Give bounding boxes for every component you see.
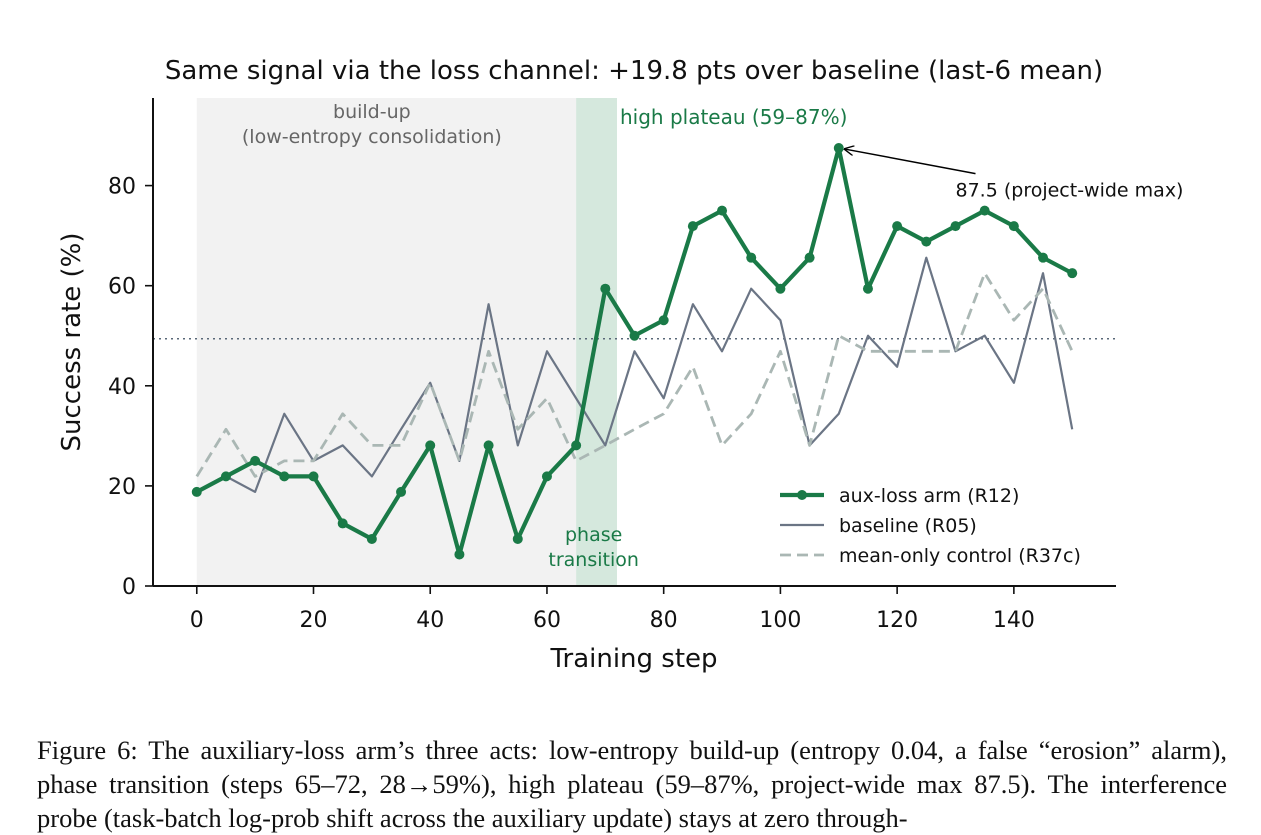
data-point-aux-loss bbox=[220, 471, 231, 482]
x-axis-label: Training step bbox=[549, 644, 717, 674]
x-tick-label: 40 bbox=[416, 608, 444, 633]
x-tick-label: 80 bbox=[650, 608, 678, 633]
data-point-aux-loss bbox=[600, 283, 611, 294]
series-layer bbox=[191, 143, 1078, 560]
data-point-aux-loss bbox=[717, 205, 728, 216]
data-point-aux-loss bbox=[396, 486, 407, 497]
data-point-aux-loss bbox=[804, 252, 815, 263]
x-tick-label: 20 bbox=[300, 608, 328, 633]
data-point-aux-loss bbox=[454, 549, 465, 560]
legend: aux-loss arm (R12) baseline (R05) mean-onl… bbox=[780, 485, 1081, 567]
data-point-aux-loss bbox=[512, 533, 523, 544]
chart-title: Same signal via the loss channel: +19.8 … bbox=[165, 56, 1103, 86]
data-point-aux-loss bbox=[541, 471, 552, 482]
x-tick-label: 60 bbox=[533, 608, 561, 633]
data-point-aux-loss bbox=[571, 440, 582, 451]
data-point-aux-loss bbox=[979, 205, 990, 216]
data-point-aux-loss bbox=[687, 221, 698, 232]
data-point-aux-loss bbox=[1067, 268, 1078, 279]
x-tick-label: 120 bbox=[876, 608, 918, 633]
shaded-regions: build-up (low-entropy consolidation) phase… bbox=[196, 98, 639, 586]
data-point-aux-loss bbox=[425, 440, 436, 451]
data-point-aux-loss bbox=[279, 471, 290, 482]
data-point-aux-loss bbox=[337, 518, 348, 529]
data-point-aux-loss bbox=[892, 221, 903, 232]
legend-label: baseline (R05) bbox=[839, 515, 977, 537]
annotations: high plateau (59–87%) 87.5 (project-wide … bbox=[620, 105, 1183, 202]
buildup-label-line-1: build-up bbox=[333, 101, 411, 123]
data-point-aux-loss bbox=[191, 486, 202, 497]
y-axis-label: Success rate (%) bbox=[57, 233, 87, 452]
data-point-aux-loss bbox=[1008, 221, 1019, 232]
data-point-aux-loss bbox=[483, 440, 494, 451]
x-tick-label: 140 bbox=[993, 608, 1035, 633]
max-annotation-label: 87.5 (project-wide max) bbox=[956, 180, 1184, 202]
data-point-aux-loss bbox=[775, 283, 786, 294]
series-line-baseline bbox=[196, 256, 1074, 493]
axes: 0 20 40 60 80 100 120 140 0 20 40 60 80 bbox=[108, 98, 1116, 633]
y-tick-label: 20 bbox=[108, 475, 136, 500]
data-point-aux-loss bbox=[250, 455, 261, 466]
max-arrow bbox=[845, 149, 976, 175]
buildup-region bbox=[196, 98, 577, 586]
phase-transition-label-line-1: phase bbox=[565, 524, 622, 546]
data-point-aux-loss bbox=[629, 330, 640, 341]
y-tick-label: 40 bbox=[108, 375, 136, 400]
high-plateau-label: high plateau (59–87%) bbox=[620, 105, 847, 129]
data-point-aux-loss bbox=[833, 143, 844, 154]
x-tick-label: 100 bbox=[759, 608, 801, 633]
data-point-aux-loss bbox=[921, 236, 932, 247]
legend-label: mean-only control (R37c) bbox=[839, 545, 1081, 567]
legend-label: aux-loss arm (R12) bbox=[839, 485, 1019, 507]
series-line-mean-only-control bbox=[195, 271, 1074, 478]
data-point-aux-loss bbox=[862, 283, 873, 294]
buildup-label-line-2: (low-entropy consolidation) bbox=[242, 126, 502, 148]
y-tick-label: 80 bbox=[108, 175, 136, 200]
x-tick-label: 0 bbox=[190, 608, 204, 633]
data-point-aux-loss bbox=[950, 221, 961, 232]
data-point-aux-loss bbox=[746, 252, 757, 263]
figure-caption: Figure 6: The auxiliary-loss arm’s three… bbox=[37, 735, 1227, 833]
y-tick-label: 0 bbox=[122, 575, 136, 600]
data-point-aux-loss bbox=[658, 315, 669, 326]
phase-transition-label-line-2: transition bbox=[548, 549, 639, 571]
data-point-aux-loss bbox=[366, 533, 377, 544]
legend-marker bbox=[797, 490, 807, 500]
data-point-aux-loss bbox=[1038, 252, 1049, 263]
chart-figure: Same signal via the loss channel: +19.8 … bbox=[57, 56, 1183, 674]
data-point-aux-loss bbox=[308, 471, 319, 482]
y-tick-label: 60 bbox=[108, 275, 136, 300]
